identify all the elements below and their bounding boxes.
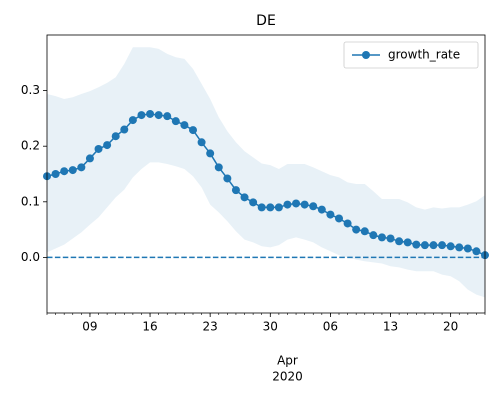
series-line — [46, 113, 486, 256]
series-marker — [472, 247, 481, 256]
x-tick-label: 20 — [443, 320, 458, 334]
series-marker — [420, 241, 429, 250]
series-marker — [266, 203, 275, 212]
y-tick-label: 0.3 — [21, 83, 40, 97]
x-tick-label: 16 — [142, 320, 157, 334]
series-marker — [257, 203, 266, 212]
x-year-label: 2020 — [272, 370, 303, 384]
plot-frame — [46, 34, 486, 314]
series-marker — [146, 109, 155, 118]
legend-box — [343, 41, 479, 69]
legend-marker — [362, 51, 370, 59]
series-marker — [68, 166, 77, 175]
series-marker — [171, 117, 180, 126]
series-marker — [77, 163, 86, 172]
series-marker — [206, 149, 215, 158]
x-tick-label: 13 — [383, 320, 398, 334]
series-marker — [111, 132, 120, 141]
series-marker — [455, 243, 464, 252]
legend-label: growth_rate — [388, 48, 460, 62]
x-tick-label: 06 — [323, 320, 338, 334]
series-marker — [94, 144, 103, 153]
series-marker — [283, 200, 292, 209]
series-marker — [223, 174, 232, 183]
series-marker — [249, 198, 258, 207]
series-marker — [137, 111, 146, 120]
series-marker — [154, 111, 163, 120]
series-marker — [163, 112, 172, 121]
series-marker — [352, 225, 361, 234]
series-marker — [369, 231, 378, 240]
series-marker — [446, 242, 455, 251]
series-marker — [240, 193, 249, 202]
series-marker — [317, 205, 326, 214]
series-marker — [300, 200, 309, 209]
x-tick-label: 30 — [263, 320, 278, 334]
chart-title: DE — [256, 13, 276, 29]
series-marker — [377, 233, 386, 242]
series-marker — [120, 125, 129, 134]
y-tick-label: 0.0 — [21, 250, 40, 264]
legend: growth_rate — [343, 41, 479, 69]
series-marker — [197, 138, 206, 147]
series-marker — [438, 241, 447, 250]
series-marker — [395, 237, 404, 246]
series-marker — [429, 241, 438, 250]
series-marker — [214, 163, 223, 172]
series-marker — [189, 126, 197, 135]
series-marker — [51, 170, 60, 178]
series-marker — [403, 238, 412, 247]
y-tick-label: 0.1 — [21, 194, 40, 208]
x-tick-label: 09 — [82, 320, 97, 334]
series-marker — [85, 154, 94, 163]
series-marker — [103, 141, 112, 150]
series-marker — [292, 199, 301, 208]
series-marker — [335, 214, 343, 223]
series-marker — [386, 234, 395, 243]
series-marker — [463, 244, 472, 253]
x-tick-label: 23 — [203, 320, 218, 334]
y-tick-label: 0.2 — [21, 139, 40, 153]
series-marker — [60, 167, 69, 176]
series-marker — [343, 219, 352, 228]
series-marker — [360, 227, 369, 236]
series-marker — [128, 116, 137, 125]
series-marker — [412, 240, 421, 249]
series-marker — [326, 210, 335, 219]
series-marker — [309, 202, 318, 211]
series-marker — [274, 203, 283, 212]
x-month-label: Apr — [277, 354, 298, 368]
series-marker — [180, 121, 189, 130]
series-marker — [231, 186, 240, 195]
